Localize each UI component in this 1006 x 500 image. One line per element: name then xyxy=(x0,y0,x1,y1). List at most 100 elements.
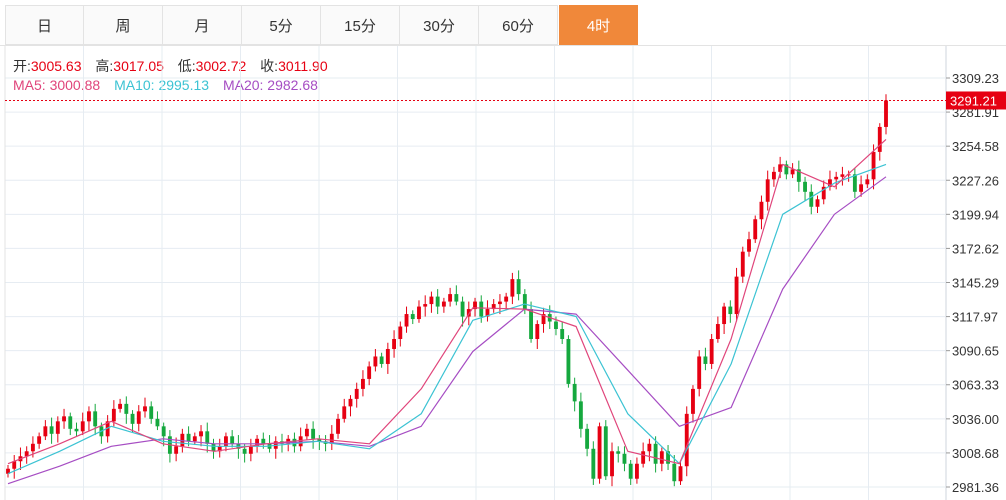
candle-body xyxy=(765,179,770,202)
candle-body xyxy=(460,301,465,317)
candle-body xyxy=(747,239,751,252)
ma10-value: 2995.13 xyxy=(158,77,210,93)
candle-body xyxy=(354,388,359,399)
y-tick-label: 3172.62 xyxy=(952,241,999,256)
tab-week[interactable]: 周 xyxy=(83,5,163,45)
candle-body xyxy=(828,179,832,187)
candle-body xyxy=(304,428,309,437)
period-tab-bar: 日 周 月 5分 15分 30分 60分 4时 xyxy=(0,0,1006,46)
candle-body xyxy=(784,164,789,175)
candle-body xyxy=(62,416,66,422)
candle-body xyxy=(578,401,583,429)
candle-body xyxy=(248,446,253,454)
ma20-label: MA20: xyxy=(222,77,264,93)
candle-body xyxy=(87,411,91,422)
tab-60min[interactable]: 60分 xyxy=(478,5,558,45)
candle-body xyxy=(174,446,179,454)
open-label: 开: xyxy=(13,58,31,74)
candle-body xyxy=(821,186,826,200)
candle-body xyxy=(466,309,471,317)
candle-body xyxy=(778,164,783,172)
candle-body xyxy=(641,451,646,464)
candle-body xyxy=(877,126,882,152)
candle-body xyxy=(385,348,390,364)
candle-body xyxy=(186,433,191,442)
y-tick-label: 3063.33 xyxy=(952,378,999,393)
candle-body xyxy=(734,276,739,315)
candle-body xyxy=(30,443,35,452)
candle-body xyxy=(597,426,602,479)
tab-month[interactable]: 月 xyxy=(162,5,242,45)
candle-body xyxy=(37,436,42,444)
candle-body xyxy=(429,296,434,305)
candle-body xyxy=(691,388,695,414)
candle-body xyxy=(516,279,521,295)
candle-body xyxy=(68,416,73,429)
candle-body xyxy=(634,463,639,479)
candle-body xyxy=(740,251,745,277)
candle-body xyxy=(703,356,708,364)
tab-30min[interactable]: 30分 xyxy=(399,5,479,45)
candle-body xyxy=(143,406,147,412)
candle-body xyxy=(136,411,141,424)
candle-body xyxy=(628,463,633,479)
candle-body xyxy=(865,179,870,185)
candle-body xyxy=(124,403,129,414)
current-price-label: 3291.21 xyxy=(950,93,997,108)
candle-body xyxy=(199,431,203,437)
candle-body xyxy=(510,279,515,297)
ma20-value: 2982.68 xyxy=(267,77,318,93)
candle-body xyxy=(560,329,565,340)
candle-body xyxy=(130,413,135,424)
candle-body xyxy=(342,406,347,419)
candle-body xyxy=(105,421,110,437)
candle-body xyxy=(759,201,764,220)
candle-body xyxy=(497,301,502,305)
y-axis: 3309.233281.913254.583227.263199.943172.… xyxy=(946,71,1006,495)
candle-body xyxy=(230,436,235,444)
candle-body xyxy=(678,466,683,482)
candle-body xyxy=(224,436,228,447)
candle-body xyxy=(715,324,720,340)
candle-body xyxy=(479,301,484,317)
y-tick-label: 2981.36 xyxy=(952,480,999,495)
candle-body xyxy=(529,309,533,340)
y-tick-label: 3036.00 xyxy=(952,412,999,427)
tab-4hour[interactable]: 4时 xyxy=(559,5,638,45)
high-label: 高: xyxy=(95,58,114,74)
candle-body xyxy=(659,451,664,464)
candle-body xyxy=(852,174,857,192)
moving-averages xyxy=(5,99,946,485)
ma10-label: MA10: xyxy=(114,77,155,93)
candle-body xyxy=(367,366,372,379)
candle-body xyxy=(373,356,378,367)
candlestick-chart[interactable]: 3309.233281.913254.583227.263199.943172.… xyxy=(0,46,1006,500)
tab-15min[interactable]: 15分 xyxy=(320,5,400,45)
candle-body xyxy=(616,451,621,454)
candle-body xyxy=(709,339,714,364)
candle-body xyxy=(441,301,446,307)
tab-5min[interactable]: 5分 xyxy=(241,5,321,45)
candle-body xyxy=(43,426,48,437)
candle-body xyxy=(834,176,839,180)
ma10-line xyxy=(7,163,887,475)
candle-body xyxy=(653,443,658,464)
candle-body xyxy=(610,451,614,477)
candle-body xyxy=(728,306,733,315)
candle-body xyxy=(80,421,85,432)
candle-body xyxy=(884,100,888,127)
candle-body xyxy=(591,448,596,479)
candle-body xyxy=(753,219,758,240)
y-tick-label: 3309.23 xyxy=(952,71,999,86)
candle-body xyxy=(859,184,864,192)
candle-body xyxy=(6,468,10,474)
candle-body xyxy=(404,314,409,327)
candle-body xyxy=(348,398,353,407)
candle-body xyxy=(803,181,807,192)
tab-day[interactable]: 日 xyxy=(5,5,84,45)
y-tick-label: 3090.65 xyxy=(952,344,999,359)
candle-body xyxy=(585,428,590,449)
candle-body xyxy=(815,199,820,207)
high-value: 3017.05 xyxy=(113,58,164,74)
candle-body xyxy=(161,426,166,437)
